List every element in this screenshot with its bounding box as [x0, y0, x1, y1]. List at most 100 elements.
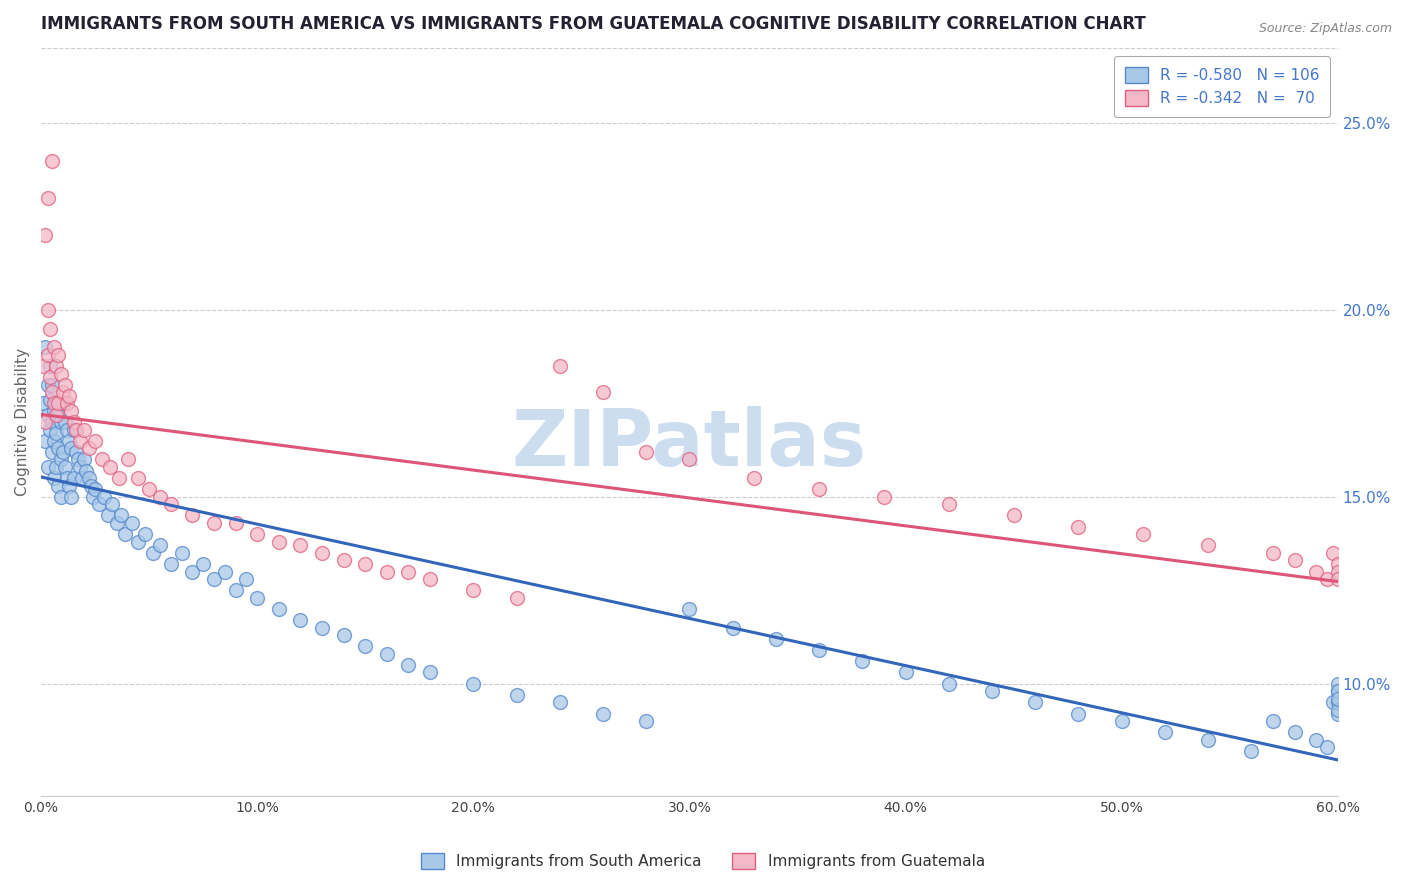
Point	[52, 445, 75, 459]
Point	[65, 423, 87, 437]
Point	[82, 490, 104, 504]
Point	[1326, 703, 1348, 717]
Point	[53, 377, 76, 392]
Point	[101, 497, 124, 511]
Point	[42, 434, 65, 448]
Point	[93, 490, 115, 504]
Point	[1326, 691, 1348, 706]
Point	[1197, 732, 1219, 747]
Point	[49, 415, 72, 429]
Point	[114, 527, 136, 541]
Point	[290, 613, 312, 627]
Point	[34, 228, 56, 243]
Point	[873, 490, 896, 504]
Point	[49, 490, 72, 504]
Point	[1326, 684, 1348, 698]
Point	[58, 478, 80, 492]
Point	[1326, 695, 1348, 709]
Point	[1326, 684, 1348, 698]
Point	[53, 459, 76, 474]
Point	[142, 546, 165, 560]
Point	[1326, 572, 1348, 586]
Point	[1326, 565, 1348, 579]
Text: ZIPatlas: ZIPatlas	[512, 407, 868, 483]
Point	[290, 538, 312, 552]
Point	[1322, 546, 1344, 560]
Point	[49, 367, 72, 381]
Point	[202, 572, 225, 586]
Point	[1154, 725, 1177, 739]
Point	[548, 695, 571, 709]
Point	[66, 452, 89, 467]
Point	[159, 497, 181, 511]
Point	[38, 370, 60, 384]
Point	[202, 516, 225, 530]
Point	[76, 464, 98, 478]
Point	[1322, 695, 1344, 709]
Point	[1067, 706, 1090, 721]
Point	[1132, 527, 1154, 541]
Point	[1305, 565, 1327, 579]
Point	[375, 565, 398, 579]
Point	[246, 527, 269, 541]
Point	[1305, 732, 1327, 747]
Point	[52, 385, 75, 400]
Point	[1284, 553, 1306, 567]
Point	[34, 340, 56, 354]
Point	[62, 471, 84, 485]
Point	[419, 572, 441, 586]
Point	[84, 483, 107, 497]
Point	[851, 654, 873, 668]
Point	[62, 423, 84, 437]
Point	[37, 348, 59, 362]
Point	[193, 557, 215, 571]
Point	[678, 452, 700, 467]
Y-axis label: Cognitive Disability: Cognitive Disability	[15, 348, 30, 496]
Point	[56, 396, 79, 410]
Point	[65, 445, 87, 459]
Point	[1316, 572, 1339, 586]
Point	[48, 348, 70, 362]
Point	[127, 534, 149, 549]
Point	[45, 359, 67, 373]
Point	[60, 490, 83, 504]
Point	[225, 516, 247, 530]
Point	[73, 423, 96, 437]
Point	[32, 359, 55, 373]
Point	[127, 471, 149, 485]
Point	[34, 434, 56, 448]
Point	[38, 321, 60, 335]
Point	[354, 557, 377, 571]
Point	[32, 396, 55, 410]
Point	[721, 621, 744, 635]
Point	[90, 452, 112, 467]
Point	[894, 665, 917, 680]
Point	[48, 396, 70, 410]
Point	[69, 459, 91, 474]
Point	[138, 483, 160, 497]
Point	[1002, 508, 1025, 523]
Point	[52, 396, 75, 410]
Point	[37, 303, 59, 318]
Point	[149, 538, 172, 552]
Point	[60, 441, 83, 455]
Text: IMMIGRANTS FROM SOUTH AMERICA VS IMMIGRANTS FROM GUATEMALA COGNITIVE DISABILITY : IMMIGRANTS FROM SOUTH AMERICA VS IMMIGRA…	[41, 15, 1146, 33]
Point	[1067, 519, 1090, 533]
Point	[938, 676, 960, 690]
Point	[505, 591, 527, 605]
Point	[311, 546, 333, 560]
Point	[42, 471, 65, 485]
Point	[48, 408, 70, 422]
Point	[37, 408, 59, 422]
Point	[159, 557, 181, 571]
Point	[80, 478, 103, 492]
Point	[678, 602, 700, 616]
Point	[1284, 725, 1306, 739]
Point	[69, 434, 91, 448]
Point	[77, 471, 100, 485]
Point	[117, 452, 139, 467]
Point	[98, 459, 121, 474]
Point	[765, 632, 787, 646]
Point	[73, 452, 96, 467]
Point	[419, 665, 441, 680]
